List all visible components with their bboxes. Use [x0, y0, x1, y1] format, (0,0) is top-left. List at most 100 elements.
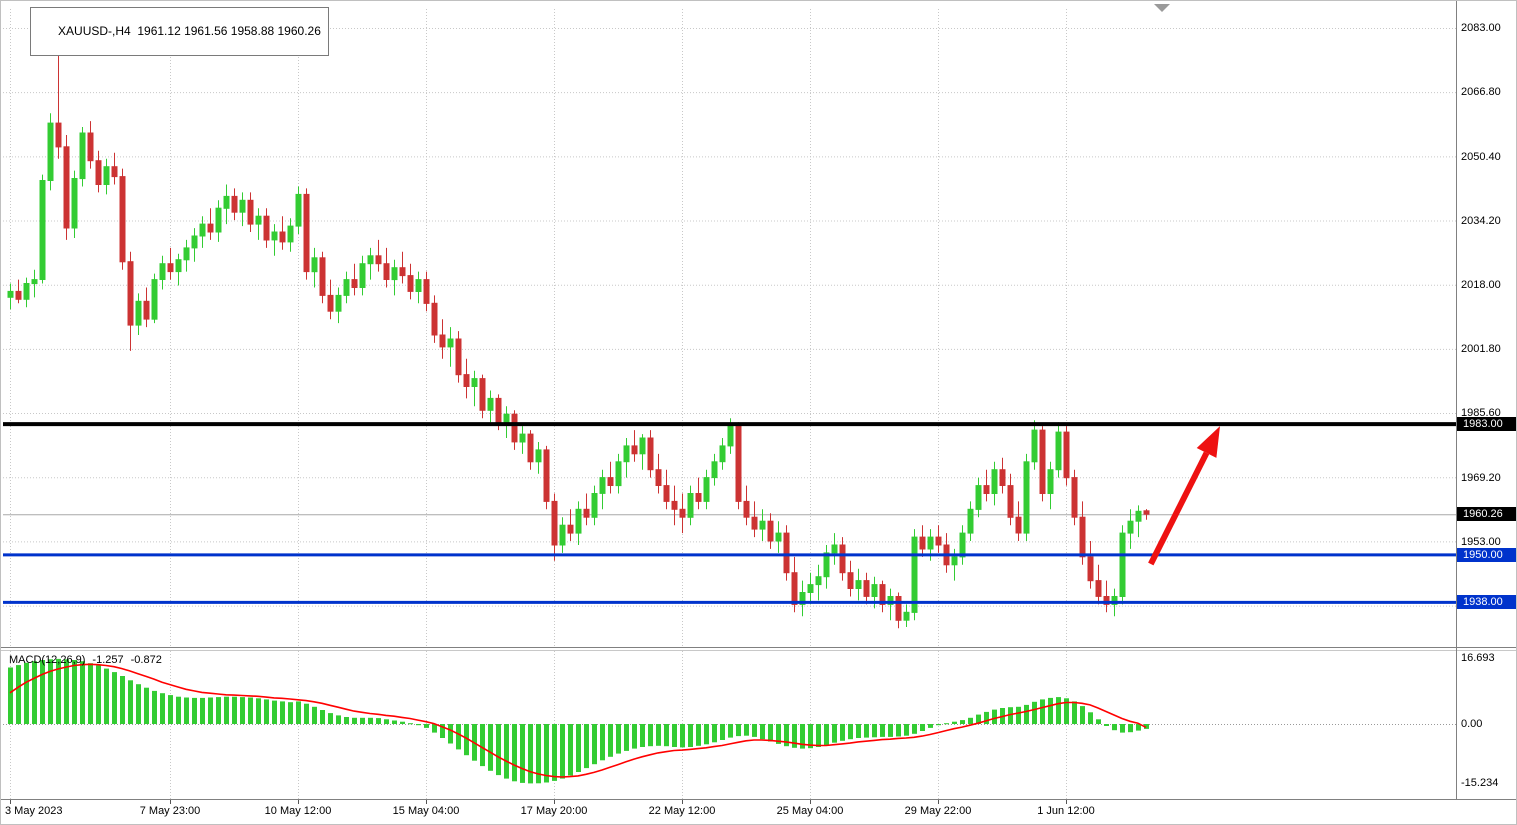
candle-body	[839, 544, 846, 574]
candle-body	[191, 235, 198, 249]
candle-body	[703, 477, 710, 502]
candle-body	[63, 146, 70, 229]
candle-body	[927, 536, 934, 550]
candle-body	[343, 279, 350, 296]
candle-body	[455, 338, 462, 376]
candle-body	[271, 231, 278, 241]
candle-body	[1007, 485, 1014, 518]
candle-body	[879, 584, 886, 605]
candle-body	[1039, 429, 1046, 495]
candle-body	[999, 469, 1006, 487]
candle-body	[231, 195, 238, 213]
candle-body	[767, 520, 774, 542]
candle-body	[1127, 520, 1134, 534]
candle-body	[815, 576, 822, 586]
candle-body	[79, 132, 86, 180]
candle-body	[623, 445, 630, 463]
candles-layer[interactable]	[7, 37, 1150, 629]
candle-body	[535, 449, 542, 463]
candle-body	[655, 469, 662, 487]
candle-body	[111, 166, 118, 178]
candle-body	[95, 160, 102, 185]
candle-body	[119, 176, 126, 263]
candle-body	[463, 374, 470, 388]
candle-body	[1023, 461, 1030, 534]
candle-body	[823, 552, 830, 578]
candle-body	[863, 580, 870, 597]
macd-histogram	[8, 658, 1149, 784]
candle-body	[895, 596, 902, 621]
panel-splitter[interactable]	[1, 647, 1517, 651]
candle-body	[799, 592, 806, 605]
candle-body	[207, 223, 214, 233]
candle-body	[591, 493, 598, 518]
candle-body	[1079, 516, 1086, 558]
candle-body	[479, 378, 486, 411]
candle-body	[1055, 431, 1062, 471]
chart-shift-marker-icon	[1154, 4, 1170, 12]
candle-body	[1103, 596, 1110, 605]
candle-body	[143, 300, 150, 320]
grid	[3, 9, 1456, 799]
candle-body	[175, 259, 182, 273]
candle-body	[447, 338, 454, 348]
candle-body	[543, 449, 550, 502]
candle-body	[903, 611, 910, 621]
candle-body	[431, 302, 438, 336]
candle-body	[1111, 596, 1118, 605]
candle-body	[199, 223, 206, 237]
candle-body	[775, 532, 782, 542]
candle-body	[967, 508, 974, 534]
candle-body	[335, 294, 342, 312]
candle-body	[1135, 510, 1142, 522]
candle-body	[527, 433, 534, 463]
candle-body	[607, 477, 614, 487]
candle-body	[511, 413, 518, 443]
candle-body	[367, 255, 374, 265]
candle-body	[911, 536, 918, 613]
candle-body	[663, 485, 670, 502]
candle-body	[631, 445, 638, 455]
candle-body	[407, 275, 414, 292]
candle-body	[951, 556, 958, 566]
candle-body	[759, 520, 766, 530]
candle-body	[103, 166, 110, 185]
candle-body	[615, 461, 622, 487]
candle-body	[735, 425, 742, 502]
candle-body	[975, 485, 982, 510]
candle-body	[23, 283, 30, 300]
candle-body	[935, 536, 942, 546]
candle-body	[47, 122, 54, 181]
candle-body	[1119, 532, 1126, 597]
candle-body	[1047, 469, 1054, 495]
candle-body	[559, 524, 566, 546]
trend-arrow[interactable]	[1148, 426, 1220, 566]
candle-body	[783, 532, 790, 574]
candle-body	[263, 215, 270, 241]
candle-body	[495, 397, 502, 423]
candle-body	[399, 267, 406, 277]
candle-body	[1015, 516, 1022, 534]
candle-body	[983, 485, 990, 495]
candle-body	[215, 207, 222, 233]
candle-body	[647, 437, 654, 471]
candle-body	[183, 247, 190, 261]
candle-body	[831, 544, 838, 554]
candle-body	[919, 536, 926, 550]
candle-body	[255, 215, 262, 225]
candle-body	[151, 279, 158, 320]
candle-body	[159, 263, 166, 281]
candle-body	[871, 584, 878, 597]
candle-body	[711, 461, 718, 479]
candle-body	[727, 425, 734, 447]
candle-body	[279, 231, 286, 243]
candle-body	[687, 493, 694, 518]
macd-signal-line	[9, 663, 1147, 778]
candle-body	[1071, 477, 1078, 518]
candle-body	[487, 397, 494, 411]
candle-body	[583, 508, 590, 518]
candle-body	[351, 279, 358, 289]
candle-body	[87, 132, 94, 162]
